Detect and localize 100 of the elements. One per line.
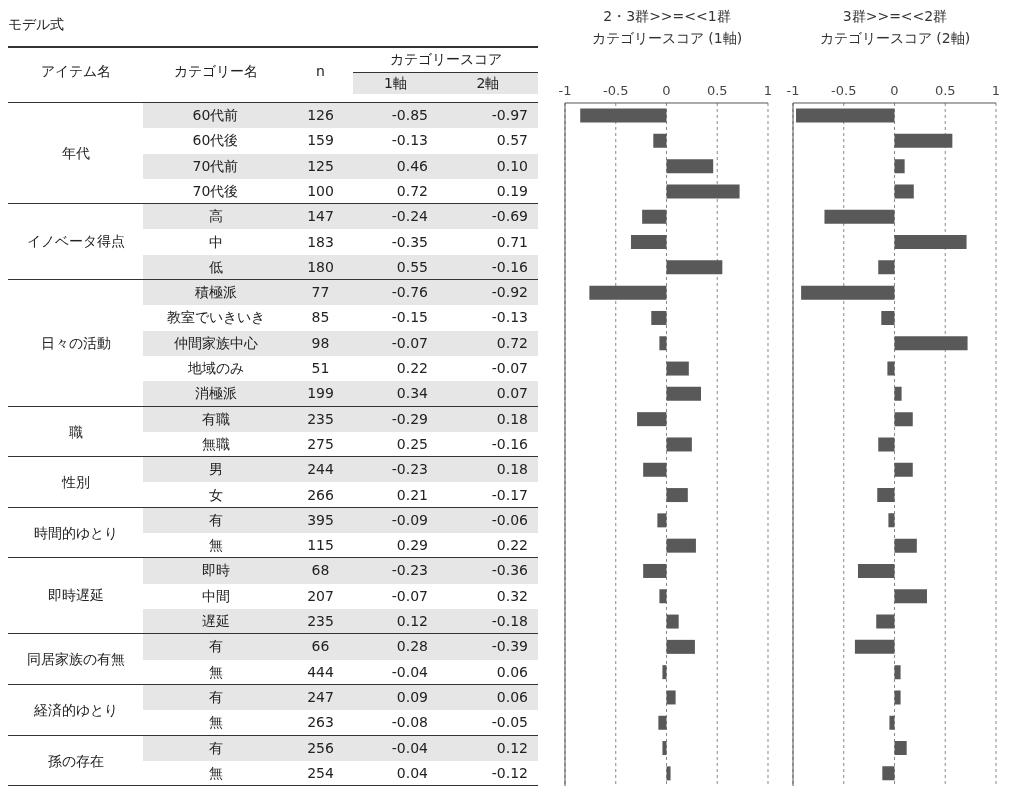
data-label: -0.18 — [490, 612, 529, 631]
data-label: -0.29 — [390, 409, 429, 429]
data-label: 0.04 — [395, 763, 429, 783]
bar — [643, 462, 667, 477]
text: 256 — [306, 738, 335, 758]
data-label: -0.07 — [390, 333, 429, 353]
text: 2軸 — [438, 72, 538, 94]
data-label: 0.12 — [495, 738, 529, 758]
text: 1軸 — [353, 72, 438, 94]
bar — [659, 336, 667, 351]
bar — [662, 741, 667, 756]
data-label: -0.08 — [390, 713, 429, 733]
data-label: -0.07 — [390, 586, 429, 606]
data-label: -0.23 — [390, 460, 429, 480]
bar — [894, 665, 901, 680]
text: 時間的ゆとり — [32, 523, 119, 543]
data-label: -0.16 — [490, 257, 529, 277]
x-tick-label: 0 — [662, 83, 671, 98]
bar — [666, 386, 702, 401]
bar — [878, 260, 895, 275]
data-label: 0.72 — [395, 181, 429, 201]
bar — [894, 133, 953, 148]
data-label: -0.24 — [390, 207, 429, 227]
bar — [666, 159, 714, 174]
category-label: 女 — [208, 486, 223, 503]
data-label: -0.05 — [490, 713, 529, 733]
category-label: 無 — [208, 764, 223, 781]
data-label: 0.22 — [395, 359, 429, 378]
x-tick-label: 0.5 — [934, 83, 956, 98]
text: イノベータ得点 — [25, 232, 126, 252]
chart-title: 3群>>=<<2群 — [841, 8, 949, 26]
bar — [666, 184, 740, 199]
data-label: -0.15 — [390, 308, 429, 328]
bar — [894, 159, 905, 174]
category-label: 地域のみ — [187, 360, 244, 376]
category-label: 消極派 — [194, 385, 237, 402]
bar — [876, 614, 895, 629]
text: 275 — [306, 434, 335, 454]
category-label: 有 — [208, 739, 223, 756]
data-label: -0.13 — [390, 131, 429, 151]
data-label: 0.46 — [395, 156, 429, 176]
category-label: 無 — [208, 714, 223, 731]
bar — [666, 690, 676, 705]
bar — [881, 310, 895, 325]
bar — [666, 614, 679, 629]
bar — [894, 589, 927, 604]
category-label: 中間 — [201, 587, 230, 604]
category-label: 仲間家族中心 — [173, 334, 258, 351]
data-label: 0.71 — [495, 232, 529, 252]
text: 247 — [306, 687, 335, 707]
data-label: 0.72 — [495, 333, 529, 353]
category-label: 教室でいきいき — [166, 309, 265, 326]
bar — [642, 209, 667, 224]
data-label: -0.16 — [490, 434, 529, 454]
text: 即時遅延 — [46, 586, 105, 606]
text: 183 — [306, 232, 335, 252]
bar — [666, 488, 688, 503]
text: 180 — [306, 257, 335, 277]
bar — [659, 589, 667, 604]
category-label: 有 — [208, 638, 223, 655]
data-label: -0.13 — [490, 308, 529, 328]
bar — [888, 513, 895, 528]
data-label: 0.18 — [495, 409, 529, 429]
data-label: 0.34 — [395, 384, 429, 404]
text: 経済的ゆとり — [32, 700, 119, 720]
category-label: 男 — [208, 461, 223, 478]
data-label: 0.12 — [395, 612, 429, 631]
data-label: -0.39 — [490, 637, 529, 657]
bar — [887, 361, 895, 376]
x-tick-label: -0.5 — [831, 83, 857, 98]
data-label: -0.36 — [490, 561, 529, 581]
bar — [894, 412, 913, 427]
data-label: 0.09 — [395, 687, 429, 707]
data-label: -0.92 — [490, 283, 529, 303]
text: 職 — [67, 422, 84, 442]
text: 125 — [306, 156, 335, 176]
text: 235 — [306, 409, 335, 429]
bar — [877, 488, 895, 503]
text: 266 — [306, 485, 335, 505]
x-tick-label: -0.5 — [603, 83, 629, 98]
data-label: 0.06 — [495, 687, 529, 707]
data-label: 0.28 — [395, 637, 429, 657]
category-label: 遅延 — [201, 613, 230, 629]
data-label: 0.06 — [495, 662, 529, 682]
bar — [662, 665, 667, 680]
text: n — [315, 62, 326, 82]
x-tick-label: -1 — [558, 83, 572, 98]
data-label: 0.57 — [495, 131, 529, 151]
text: 同居家族の有無 — [25, 650, 126, 670]
bar — [857, 563, 895, 578]
bar — [894, 386, 902, 401]
bar — [580, 108, 667, 123]
bar — [894, 336, 968, 351]
text: 244 — [306, 460, 335, 480]
data-label: 0.19 — [495, 181, 529, 201]
text: カテゴリー名 — [172, 62, 259, 82]
bar — [643, 563, 667, 578]
category-label: 積極派 — [194, 284, 237, 301]
text: 性別 — [60, 473, 91, 493]
bar — [894, 538, 917, 553]
